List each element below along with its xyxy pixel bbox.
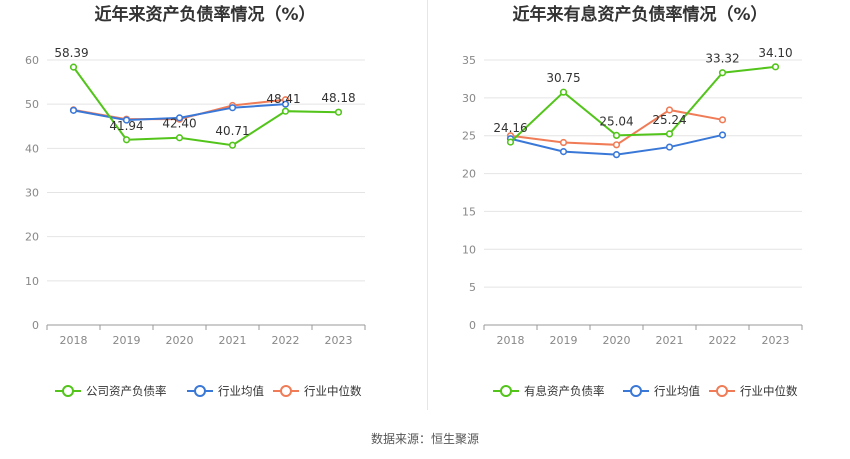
data-label: 34.10 — [758, 46, 792, 60]
data-label: 25.24 — [652, 113, 686, 127]
x-tick-label: 2019 — [550, 334, 578, 347]
x-tick-label: 2019 — [113, 334, 141, 347]
data-point — [612, 131, 621, 140]
data-point — [69, 106, 78, 114]
data-point — [228, 104, 237, 112]
data-label: 24.16 — [493, 121, 527, 135]
data-label: 33.32 — [705, 52, 739, 66]
legend-swatch-marker — [630, 385, 642, 397]
data-point — [228, 141, 237, 149]
y-tick-label: 30 — [462, 92, 476, 105]
legend-label: 行业中位数 — [740, 384, 798, 398]
legend-label: 有息资产负债率 — [524, 384, 605, 398]
legend-item: 行业中位数 — [709, 384, 798, 398]
data-point — [281, 100, 290, 108]
data-label: 58.39 — [54, 46, 88, 60]
y-tick-label: 40 — [25, 142, 39, 155]
x-tick-label: 2020 — [166, 334, 194, 347]
legend-item: 行业均值 — [187, 384, 264, 398]
legend-label: 行业均值 — [218, 384, 264, 398]
data-label: 40.71 — [215, 124, 249, 138]
data-point — [559, 138, 568, 147]
legend-item: 有息资产负债率 — [493, 384, 605, 398]
x-tick-label: 2021 — [219, 334, 247, 347]
x-tick-label: 2018 — [497, 334, 525, 347]
data-point — [175, 134, 184, 142]
legend-label: 行业中位数 — [304, 384, 362, 398]
data-label: 48.41 — [266, 92, 300, 106]
series-line — [72, 66, 339, 147]
legend-swatch-marker — [280, 385, 292, 397]
data-source-note: 数据来源：恒生聚源 — [370, 432, 479, 446]
data-point — [506, 138, 515, 146]
legend-swatch-marker — [62, 385, 74, 397]
chart-title: 近年来资产负债率情况（%） — [94, 4, 315, 25]
data-point — [175, 114, 184, 122]
x-tick-label: 2022 — [272, 334, 300, 347]
y-tick-label: 25 — [462, 130, 476, 143]
left-chart: 近年来资产负债率情况（%） 0 10 20 30 40 50 60 2018 2019 2020 20… — [25, 4, 366, 398]
data-label: 41.94 — [109, 119, 143, 133]
data-point — [69, 63, 78, 71]
y-tick-label: 20 — [462, 168, 476, 181]
y-tick-label: 0 — [469, 319, 476, 332]
data-point — [665, 130, 674, 138]
data-label: 30.75 — [546, 71, 580, 85]
x-tick-label: 2023 — [325, 334, 353, 347]
legend-item: 行业均值 — [623, 384, 700, 398]
y-tick-label: 20 — [25, 231, 39, 244]
data-point — [612, 141, 621, 149]
legend-swatch-marker — [194, 385, 206, 397]
y-tick-label: 10 — [462, 243, 476, 256]
legend-item: 行业中位数 — [273, 384, 362, 398]
data-point — [665, 106, 674, 114]
data-point — [718, 69, 727, 77]
legend-swatch-marker — [716, 385, 728, 397]
data-point — [281, 107, 290, 115]
x-tick-label: 2021 — [656, 334, 684, 347]
chart-title: 近年来有息资产负债率情况（%） — [512, 4, 767, 25]
y-tick-label: 30 — [25, 187, 39, 200]
data-point — [612, 151, 621, 159]
data-point — [334, 108, 343, 116]
y-tick-label: 50 — [25, 98, 39, 111]
data-point — [559, 148, 568, 156]
chart-divider — [427, 0, 428, 410]
right-chart: 近年来有息资产负债率情况（%） 0 5 10 15 20 25 30 35 2018 2019 202… — [462, 4, 803, 398]
y-tick-label: 0 — [32, 319, 39, 332]
data-point — [122, 136, 131, 144]
y-tick-label: 35 — [462, 54, 476, 67]
x-tick-label: 2022 — [709, 334, 737, 347]
data-point — [718, 131, 727, 139]
data-label: 48.18 — [321, 91, 355, 105]
legend-item: 公司资产负债率 — [55, 384, 167, 398]
data-point — [771, 63, 780, 71]
y-tick-label: 10 — [25, 275, 39, 288]
legend-swatch-marker — [500, 385, 512, 397]
data-point — [122, 116, 131, 124]
series-line — [509, 65, 776, 143]
y-tick-label: 60 — [25, 54, 39, 67]
y-tick-label: 5 — [469, 281, 476, 294]
data-point — [665, 143, 674, 151]
x-tick-label: 2018 — [60, 334, 88, 347]
data-label: 42.40 — [162, 117, 196, 131]
data-point — [718, 116, 727, 124]
data-label: 25.04 — [599, 114, 633, 128]
data-point — [559, 88, 568, 96]
legend-label: 行业均值 — [654, 384, 700, 398]
y-tick-label: 15 — [462, 205, 476, 218]
x-tick-label: 2023 — [762, 334, 790, 347]
x-tick-label: 2020 — [603, 334, 631, 347]
legend-label: 公司资产负债率 — [86, 384, 167, 398]
